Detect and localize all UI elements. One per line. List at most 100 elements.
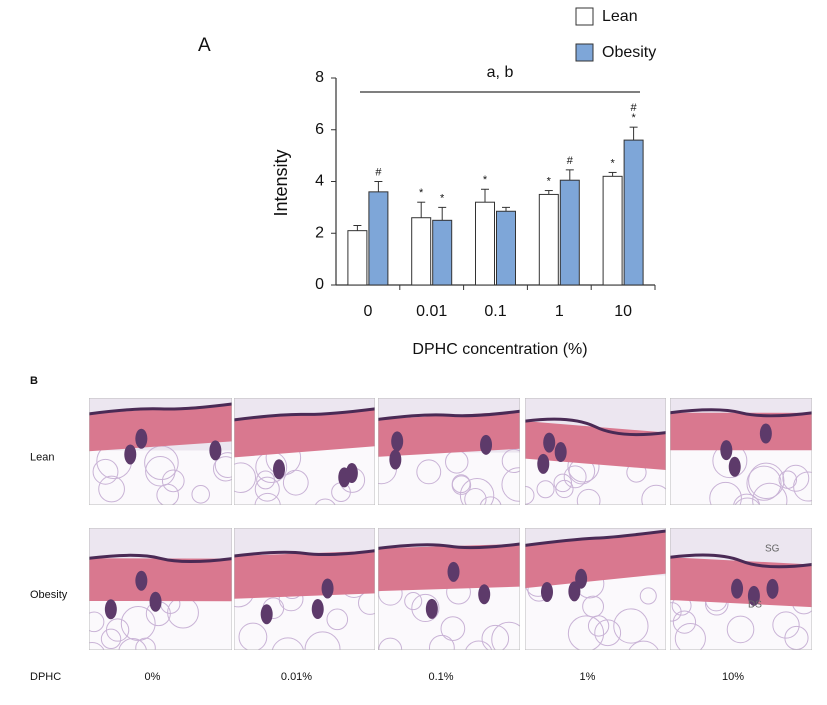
dermis	[234, 408, 375, 458]
histology-image	[234, 398, 375, 505]
histology-image	[89, 398, 232, 505]
fat-cell	[772, 611, 800, 639]
histology-image	[525, 398, 666, 505]
hair-follicle	[537, 453, 550, 474]
fat-cell	[628, 640, 659, 650]
fat-cell	[459, 478, 495, 505]
fat-cell	[212, 456, 232, 482]
epidermis	[378, 542, 520, 550]
fat-cell	[709, 481, 742, 505]
x-axis-label: DPHC concentration (%)	[412, 341, 587, 358]
row-label: Obesity	[30, 589, 68, 601]
dermis	[525, 530, 666, 589]
fat-cell	[672, 610, 697, 634]
dermis	[670, 412, 812, 451]
hair-follicle	[135, 428, 148, 449]
fat-cell	[576, 488, 601, 505]
image-label: DS	[748, 600, 762, 611]
histology-image	[89, 528, 232, 650]
fat-cell	[746, 465, 782, 501]
hair-follicle	[209, 440, 222, 461]
image-label: SG	[765, 544, 780, 555]
epidermis	[378, 409, 520, 421]
legend-label: Obesity	[602, 44, 656, 61]
column-label: 0.1%	[428, 671, 453, 683]
fat-cell	[464, 488, 487, 505]
fat-cell	[733, 493, 761, 505]
hair-follicle	[273, 459, 286, 480]
hair-follicle	[728, 456, 741, 477]
epidermis	[525, 417, 666, 437]
significance-marker: #	[631, 102, 638, 114]
hair-follicle	[766, 578, 779, 599]
hair-follicle	[575, 568, 588, 589]
hair-follicle	[389, 449, 402, 470]
fat-cell	[793, 471, 812, 502]
x-tick-label: 0.01	[416, 303, 447, 320]
fat-cell	[734, 497, 761, 505]
hair-follicle	[124, 444, 137, 465]
column-label: 0%	[145, 671, 161, 683]
bar	[432, 219, 453, 286]
fat-cell	[120, 606, 156, 641]
hair-follicle	[554, 442, 567, 463]
fat-cell	[639, 587, 657, 605]
x-tick-label: 10	[614, 303, 632, 320]
fat-cell	[100, 628, 122, 650]
column-label: 10%	[722, 671, 744, 683]
bar	[496, 210, 516, 286]
epidermis	[525, 529, 666, 547]
histology-image	[234, 528, 375, 650]
hair-follicle	[135, 570, 148, 591]
y-tick-label: 0	[315, 276, 324, 293]
fat-cell	[674, 622, 706, 650]
fat-cell	[161, 469, 185, 493]
fat-cell	[563, 465, 587, 489]
significance-marker: *	[631, 112, 636, 124]
hair-follicle	[425, 598, 438, 619]
hair-follicle	[543, 432, 556, 453]
hair-follicle	[321, 578, 334, 599]
fat-tissue	[89, 450, 232, 505]
hair-follicle	[391, 431, 404, 452]
fat-cell	[465, 640, 493, 650]
bar	[368, 191, 389, 286]
y-tick-label: 8	[315, 69, 324, 86]
y-axis-label: Intensity	[271, 149, 291, 216]
fat-cell	[89, 611, 105, 633]
hair-follicle	[720, 440, 733, 461]
fat-cell	[238, 622, 268, 650]
fat-cell	[481, 624, 510, 650]
fat-cell	[214, 452, 232, 478]
epidermis	[670, 553, 812, 569]
hair-follicle	[759, 423, 772, 444]
y-tick-label: 2	[315, 224, 324, 241]
fat-cell	[191, 485, 210, 504]
legend-swatch	[575, 7, 594, 26]
fat-cell	[440, 616, 466, 641]
fat-cell	[105, 618, 130, 642]
hair-follicle	[149, 591, 162, 612]
hair-follicle	[540, 581, 553, 602]
dermis	[89, 558, 232, 602]
fat-cell	[567, 615, 605, 650]
fat-cell	[314, 498, 336, 505]
panel-label: B	[30, 375, 38, 387]
hair-follicle	[345, 463, 358, 484]
fat-cell	[778, 470, 798, 489]
hair-follicle	[731, 578, 744, 599]
x-tick-label: 1	[555, 303, 564, 320]
fat-cell	[587, 615, 610, 637]
significance-marker: *	[419, 187, 424, 199]
fat-cell	[428, 634, 455, 650]
hair-follicle	[480, 434, 493, 455]
column-label: 1%	[580, 671, 596, 683]
significance-marker: *	[547, 175, 552, 187]
hair-follicle	[478, 584, 491, 605]
y-tick-label: 4	[315, 173, 324, 190]
fat-cell	[501, 467, 520, 502]
fat-cell	[416, 459, 442, 485]
legend-swatch	[575, 43, 594, 62]
hair-follicle	[260, 604, 273, 625]
